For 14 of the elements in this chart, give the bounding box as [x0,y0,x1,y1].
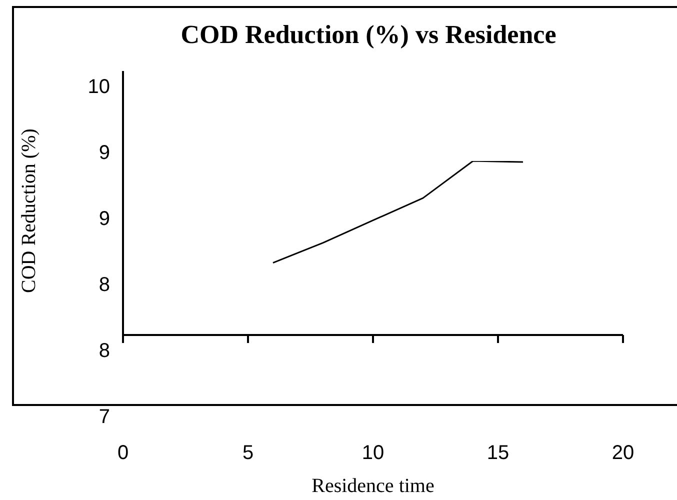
x-tick-label: 5 [242,442,254,464]
x-axis-title: Residence time [312,475,434,497]
chart-title: COD Reduction (%) vs Residence [180,20,558,50]
text: 8 [98,340,110,363]
text: 7 [98,406,110,429]
text: 9 [98,208,110,231]
x-tick-label: 20 [612,442,634,464]
x-tick-label: 15 [486,442,510,464]
x-tick-label: 10 [362,442,384,464]
x-tick-label: 0 [117,442,129,464]
y-axis-title: COD Reduction (%) [18,128,40,293]
text: 9 [98,142,110,165]
text: 10 [86,76,110,99]
text: 8 [98,274,110,297]
